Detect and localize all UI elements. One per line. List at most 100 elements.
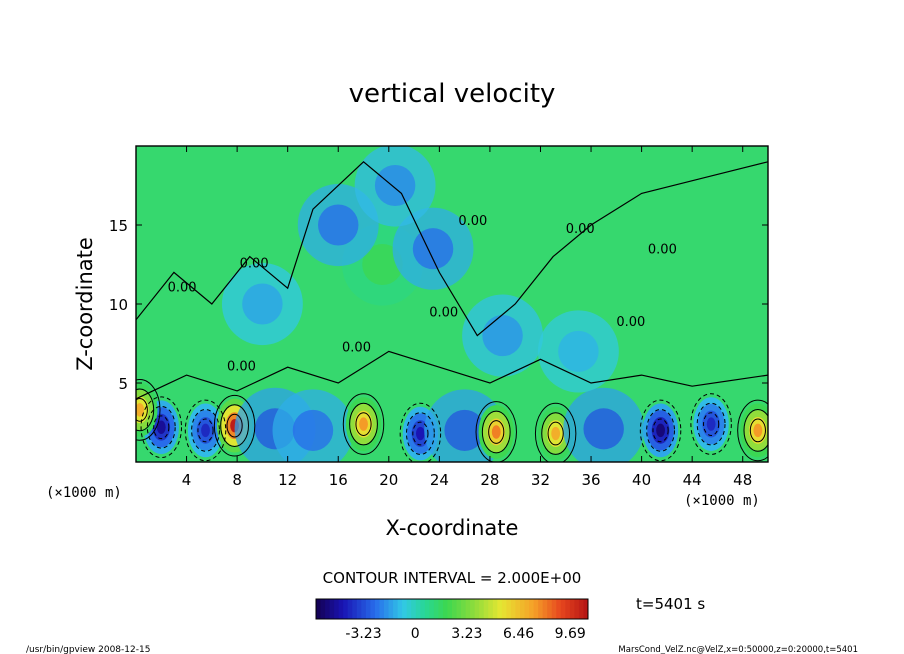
x-axis-unit-left: (×1000 m) bbox=[46, 485, 122, 501]
colorbar-cell bbox=[533, 599, 539, 619]
contour-line bbox=[737, 399, 768, 462]
colorbar-cell bbox=[465, 599, 471, 619]
colorbar-cell bbox=[316, 599, 322, 619]
contour-lines bbox=[136, 160, 768, 462]
contour-label: 0.00 bbox=[168, 280, 197, 295]
contour-label: 0.00 bbox=[429, 306, 458, 321]
contour-label: 0.00 bbox=[240, 257, 269, 272]
colorbar-cell bbox=[510, 599, 516, 619]
colorbar-cell bbox=[338, 599, 344, 619]
colorbar-cell bbox=[356, 599, 362, 619]
field-blob bbox=[156, 420, 166, 434]
colorbar-cell bbox=[420, 599, 426, 619]
colorbar-tick-label: 0 bbox=[411, 626, 420, 642]
zero-contour-line bbox=[136, 350, 768, 400]
colorbar-cell bbox=[384, 599, 390, 619]
colorbar-cell bbox=[402, 599, 408, 619]
x-tick-label: 28 bbox=[480, 471, 499, 489]
contour-line bbox=[703, 412, 720, 436]
colorbar-cell bbox=[415, 599, 421, 619]
x-tick-label: 36 bbox=[581, 471, 600, 489]
field-blob bbox=[491, 425, 501, 439]
contour-line bbox=[136, 388, 155, 432]
field-blob bbox=[412, 228, 454, 270]
field-blob bbox=[318, 204, 359, 246]
colorbar-tick-labels: -3.23 0 3.23 6.46 9.69 bbox=[345, 626, 585, 642]
contour-line bbox=[639, 399, 682, 462]
colorbar-cell bbox=[411, 599, 417, 619]
colorbar-tick-label: -3.23 bbox=[345, 626, 381, 642]
field-blob bbox=[292, 409, 334, 451]
colorbar-cell bbox=[365, 599, 371, 619]
field-blob bbox=[583, 408, 624, 450]
x-tick-label: 32 bbox=[531, 471, 550, 489]
colorbar-cell bbox=[370, 599, 376, 619]
x-tick-label: 40 bbox=[632, 471, 651, 489]
colorbar-cell bbox=[551, 599, 557, 619]
colorbar-cell bbox=[334, 599, 340, 619]
y-axis: 5 10 15 bbox=[109, 217, 768, 393]
colorbar-cell bbox=[538, 599, 544, 619]
colorbar-cell bbox=[529, 599, 535, 619]
colorbar-cell bbox=[452, 599, 458, 619]
colorbar-cell bbox=[479, 599, 485, 619]
colorbar-cell bbox=[501, 599, 507, 619]
colorbar-cell bbox=[560, 599, 566, 619]
plot-area: 0.00 0.00 0.00 0.00 0.00 0.00 0.00 0.00 0.00 bbox=[135, 145, 769, 463]
colorbar-cell bbox=[492, 599, 498, 619]
contour-label: 0.00 bbox=[566, 222, 595, 237]
contour-line bbox=[184, 399, 227, 462]
contour-line bbox=[541, 412, 571, 455]
contour-line bbox=[146, 405, 176, 449]
colorbar-tick-label: 9.69 bbox=[555, 626, 586, 642]
contour-line bbox=[405, 412, 435, 455]
colorbar-cell bbox=[374, 599, 380, 619]
contour-line bbox=[743, 409, 768, 452]
field-blob bbox=[362, 243, 403, 286]
colorbar-cell bbox=[583, 599, 589, 619]
contour-line bbox=[136, 397, 148, 422]
colorbar-cell bbox=[470, 599, 476, 619]
x-tick-label: 12 bbox=[278, 471, 297, 489]
contour-line bbox=[547, 421, 564, 446]
colorbar-cell bbox=[388, 599, 394, 619]
colorbar-cell bbox=[397, 599, 403, 619]
y-tick-label: 15 bbox=[109, 217, 128, 235]
colorbar-cell bbox=[456, 599, 462, 619]
colorbar-cell bbox=[524, 599, 530, 619]
contour-line bbox=[488, 420, 505, 444]
colorbar-cell bbox=[515, 599, 521, 619]
colorbar-tick-label: 3.23 bbox=[451, 626, 482, 642]
colorbar-cell bbox=[379, 599, 385, 619]
colorbar-cell bbox=[329, 599, 335, 619]
colorbar-cell bbox=[574, 599, 580, 619]
colorbar-cell bbox=[474, 599, 480, 619]
contour-line bbox=[749, 418, 766, 443]
x-tick-label: 48 bbox=[733, 471, 752, 489]
colorbar-cell bbox=[361, 599, 367, 619]
contour-line bbox=[140, 396, 183, 459]
contour-line bbox=[534, 402, 577, 462]
chart-title: vertical velocity bbox=[349, 79, 556, 109]
colorbar-cell bbox=[447, 599, 453, 619]
field-blob bbox=[558, 330, 599, 372]
colorbar-cell bbox=[542, 599, 548, 619]
colorbar-cell bbox=[569, 599, 575, 619]
x-tick-label: 24 bbox=[430, 471, 449, 489]
colorbar-cell bbox=[393, 599, 399, 619]
field-blob bbox=[656, 423, 665, 438]
contour-line bbox=[399, 402, 442, 462]
colorbar-cell bbox=[483, 599, 489, 619]
x-tick-label: 20 bbox=[379, 471, 398, 489]
field-blob bbox=[242, 283, 283, 325]
field-blob bbox=[706, 417, 716, 431]
colorbar-cell bbox=[320, 599, 326, 619]
y-tick-label: 10 bbox=[109, 296, 128, 314]
colorbar-cell bbox=[424, 599, 430, 619]
x-tick-label: 8 bbox=[232, 471, 242, 489]
contour-label: 0.00 bbox=[458, 214, 487, 229]
contour-line bbox=[220, 404, 249, 448]
x-tick-label: 4 bbox=[182, 471, 192, 489]
contour-line bbox=[349, 402, 378, 446]
colorbar-frame bbox=[315, 598, 589, 620]
